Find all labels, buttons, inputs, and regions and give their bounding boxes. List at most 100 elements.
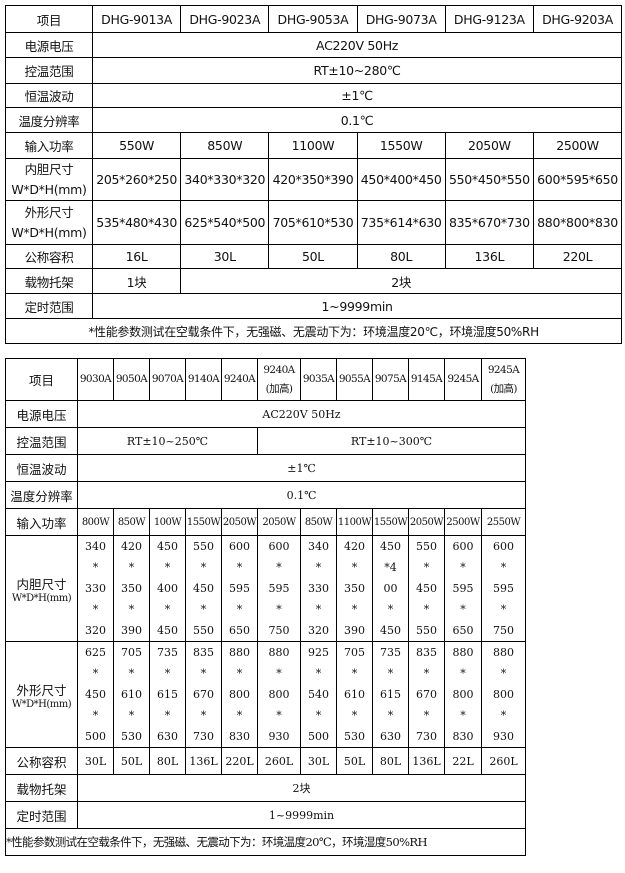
footnote: *性能参数测试在空载条件下，无强磁、无震动下为：环境温度20℃，环境湿度50%R…	[4, 318, 623, 344]
inner-size-row: 内胆尺寸 W*D*H(mm) 205*260*250 340*330*320 420*…	[5, 158, 623, 201]
header-label: 项目	[5, 5, 93, 33]
row-label: 电源电压	[5, 400, 78, 428]
power-value: 1550W	[372, 508, 409, 536]
row-label: 恒温波动	[5, 83, 93, 108]
temp-range-row: 控温范围 RT±10~250℃ RT±10~300℃	[5, 427, 526, 455]
power-value: 2050W	[221, 508, 258, 536]
row-label: 外形尺寸 W*D*H(mm)	[5, 641, 78, 748]
model-header: 9140A	[185, 358, 222, 401]
temp-range-value-a: RT±10~250℃	[77, 427, 258, 455]
fluctuation-value: ±1℃	[77, 454, 526, 482]
power-value: 850W	[113, 508, 150, 536]
inner-size-value: 450*400*450	[356, 158, 446, 201]
capacity-value: 30L	[77, 747, 114, 775]
power-value: 100W	[149, 508, 186, 536]
inner-size-value: 420 * 350 * 390	[113, 535, 150, 642]
outer-size-value: 535*480*430	[91, 200, 182, 245]
row-label: 内胆尺寸 W*D*H(mm)	[5, 535, 78, 642]
outer-size-value: 925 * 540 * 500	[300, 641, 337, 748]
model-header: DHG-9123A	[444, 5, 534, 33]
power-value: 2050W	[257, 508, 301, 536]
temp-range-value-b: RT±10~300℃	[257, 427, 526, 455]
power-value: 1550W	[356, 132, 446, 159]
dim-sublabel: W*D*H(mm)	[11, 592, 72, 604]
model-header: 9030A	[77, 358, 114, 401]
fluctuation-value: ±1℃	[91, 83, 623, 108]
capacity-value: 260L	[481, 747, 526, 775]
row-label: 温度分辨率	[5, 107, 93, 133]
model-header: 9245A	[444, 358, 482, 401]
power-value: 2500W	[444, 508, 482, 536]
fluctuation-row: 恒温波动 ±1℃	[5, 83, 623, 108]
inner-size-value: 600 * 595 * 750	[257, 535, 301, 642]
inner-size-value: 600 * 595 * 750	[481, 535, 526, 642]
outer-size-value: 880 * 800 * 930	[257, 641, 301, 748]
dim-sublabel: W*D*H(mm)	[11, 698, 72, 710]
dim-label: 内胆尺寸	[16, 576, 67, 592]
power-row: 输入功率 550W 850W 1100W 1550W 2050W 2500W	[5, 132, 623, 159]
row-label: 输入功率	[5, 132, 93, 159]
model-header: 9075A	[372, 358, 409, 401]
outer-size-value: 705*610*530	[268, 200, 358, 245]
resolution-value: 0.1℃	[77, 481, 526, 509]
outer-size-row: 外形尺寸 W*D*H(mm) 625 * 450 * 500 705 * 610 * …	[5, 641, 526, 748]
outer-size-value: 705 * 610 * 530	[336, 641, 373, 748]
outer-size-value: 735 * 615 * 630	[372, 641, 409, 748]
fluctuation-row: 恒温波动 ±1℃	[5, 454, 526, 482]
model-header: DHG-9023A	[180, 5, 270, 33]
row-label: 外形尺寸 W*D*H(mm)	[5, 200, 93, 245]
row-label: 温度分辨率	[5, 481, 78, 509]
capacity-value: 136L	[408, 747, 445, 775]
outer-size-value: 880*800*830	[532, 200, 623, 245]
row-label: 载物托架	[5, 774, 78, 802]
row-label: 控温范围	[5, 57, 93, 84]
voltage-value: AC220V 50Hz	[77, 400, 526, 428]
power-value: 850W	[180, 132, 270, 159]
capacity-value: 260L	[257, 747, 301, 775]
dim-label: 外形尺寸	[16, 682, 67, 698]
resolution-value: 0.1℃	[91, 107, 623, 133]
power-row: 输入功率 800W 850W 100W 1550W 2050W 2050W 850W 1100W…	[5, 508, 526, 536]
outer-size-value: 735*614*630	[356, 200, 446, 245]
inner-size-value: 450 *4 00 * 450	[372, 535, 409, 642]
model-header: 9050A	[113, 358, 150, 401]
timer-value: 1~9999min	[77, 801, 526, 829]
resolution-row: 温度分辨率 0.1℃	[5, 107, 623, 133]
row-label: 恒温波动	[5, 454, 78, 482]
timer-row: 定时范围 1~9999min	[5, 293, 623, 319]
outer-size-value: 705 * 610 * 530	[113, 641, 150, 748]
shelves-value: 1块	[91, 268, 182, 294]
row-label: 定时范围	[5, 293, 93, 319]
capacity-value: 16L	[91, 244, 182, 269]
outer-size-value: 625 * 450 * 500	[77, 641, 114, 748]
outer-size-value: 625*540*500	[180, 200, 270, 245]
voltage-value: AC220V 50Hz	[91, 32, 623, 58]
resolution-row: 温度分辨率 0.1℃	[5, 481, 526, 509]
spec-table-second: 项目 9030A 9050A 9070A 9140A 9240A 9240A (加高) 903…	[5, 358, 526, 856]
outer-size-value: 880 * 800 * 830	[444, 641, 482, 748]
model-header: 9145A	[408, 358, 445, 401]
model-header: DHG-9073A	[356, 5, 446, 33]
inner-size-value: 420*350*390	[268, 158, 358, 201]
shelves-value: 2块	[77, 774, 526, 802]
row-label: 电源电压	[5, 32, 93, 58]
shelves-row: 载物托架 1块 2块	[5, 268, 623, 294]
power-value: 2050W	[408, 508, 445, 536]
header-row: 项目 DHG-9013A DHG-9023A DHG-9053A DHG-9073A DH…	[5, 5, 623, 33]
capacity-value: 136L	[185, 747, 222, 775]
inner-size-value: 205*260*250	[91, 158, 182, 201]
outer-size-value: 835 * 670 * 730	[185, 641, 222, 748]
row-label: 公称容积	[5, 244, 93, 269]
inner-size-value: 550 * 450 * 550	[185, 535, 222, 642]
model-header: 9240A (加高)	[257, 358, 301, 401]
outer-size-value: 880 * 800 * 930	[481, 641, 526, 748]
capacity-value: 30L	[300, 747, 337, 775]
power-value: 800W	[77, 508, 114, 536]
inner-size-value: 600 * 595 * 650	[444, 535, 482, 642]
capacity-value: 22L	[444, 747, 482, 775]
power-value: 1100W	[336, 508, 373, 536]
model-header: 9055A	[336, 358, 373, 401]
inner-size-row: 内胆尺寸 W*D*H(mm) 340 * 330 * 320 420 * 350 * …	[5, 535, 526, 642]
inner-size-value: 550*450*550	[444, 158, 534, 201]
power-value: 1550W	[185, 508, 222, 536]
